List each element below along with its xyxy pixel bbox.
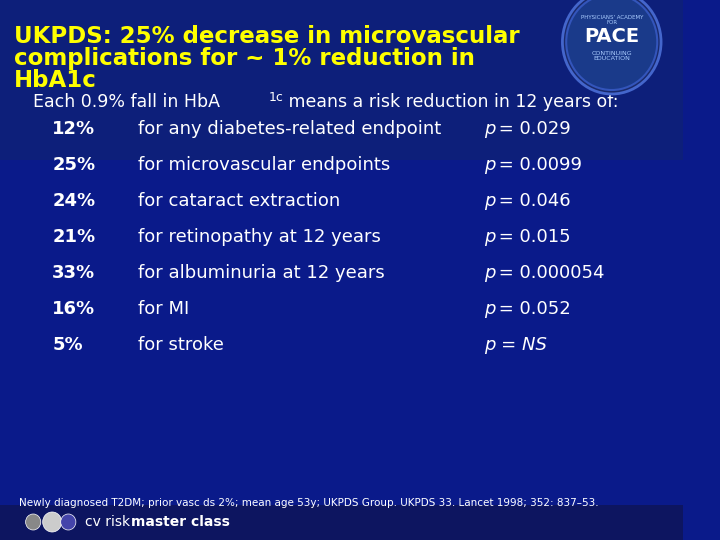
Text: Each 0.9% fall in HbA: Each 0.9% fall in HbA — [33, 93, 220, 111]
Text: p: p — [484, 300, 495, 318]
Text: 24%: 24% — [52, 192, 95, 210]
Text: PACE: PACE — [584, 28, 639, 46]
Text: p: p — [484, 228, 495, 246]
Text: 1c: 1c — [269, 91, 283, 104]
Text: = 0.052: = 0.052 — [493, 300, 571, 318]
Circle shape — [60, 514, 76, 530]
Text: PHYSICIANS' ACADEMY
FOR: PHYSICIANS' ACADEMY FOR — [580, 15, 643, 25]
Text: p: p — [484, 192, 495, 210]
Text: Newly diagnosed T2DM; prior vasc ds 2%; mean age 53y; UKPDS Group. UKPDS 33. Lan: Newly diagnosed T2DM; prior vasc ds 2%; … — [19, 498, 598, 508]
Circle shape — [562, 0, 661, 94]
Text: 33%: 33% — [52, 264, 95, 282]
Text: p: p — [484, 120, 495, 138]
FancyBboxPatch shape — [0, 505, 683, 540]
Text: = 0.015: = 0.015 — [493, 228, 571, 246]
Text: 12%: 12% — [52, 120, 95, 138]
Text: means a risk reduction in 12 years of:: means a risk reduction in 12 years of: — [283, 93, 618, 111]
Text: = 0.029: = 0.029 — [493, 120, 571, 138]
Text: p: p — [484, 264, 495, 282]
Text: master class: master class — [131, 515, 230, 529]
Text: = 0.000054: = 0.000054 — [493, 264, 605, 282]
Text: for retinopathy at 12 years: for retinopathy at 12 years — [138, 228, 380, 246]
Text: HbA1c: HbA1c — [14, 69, 97, 92]
Circle shape — [26, 514, 41, 530]
Text: 25%: 25% — [52, 156, 95, 174]
FancyBboxPatch shape — [0, 0, 683, 540]
FancyBboxPatch shape — [0, 0, 683, 160]
Text: CONTINUING
EDUCATION: CONTINUING EDUCATION — [591, 51, 632, 62]
Circle shape — [566, 0, 657, 90]
Text: 5%: 5% — [52, 336, 83, 354]
Text: complications for ~ 1% reduction in: complications for ~ 1% reduction in — [14, 47, 475, 70]
Text: for microvascular endpoints: for microvascular endpoints — [138, 156, 390, 174]
Text: = 0.0099: = 0.0099 — [493, 156, 582, 174]
Text: for albuminuria at 12 years: for albuminuria at 12 years — [138, 264, 384, 282]
Text: cv risk: cv risk — [86, 515, 130, 529]
Text: UKPDS: 25% decrease in microvascular: UKPDS: 25% decrease in microvascular — [14, 25, 520, 48]
Text: for any diabetes-related endpoint: for any diabetes-related endpoint — [138, 120, 441, 138]
Text: for MI: for MI — [138, 300, 189, 318]
Circle shape — [42, 512, 62, 532]
Text: 21%: 21% — [52, 228, 95, 246]
Text: = 0.046: = 0.046 — [493, 192, 571, 210]
Text: p = NS: p = NS — [484, 336, 546, 354]
Text: 16%: 16% — [52, 300, 95, 318]
Text: p: p — [484, 156, 495, 174]
Text: for cataract extraction: for cataract extraction — [138, 192, 340, 210]
Text: for stroke: for stroke — [138, 336, 223, 354]
